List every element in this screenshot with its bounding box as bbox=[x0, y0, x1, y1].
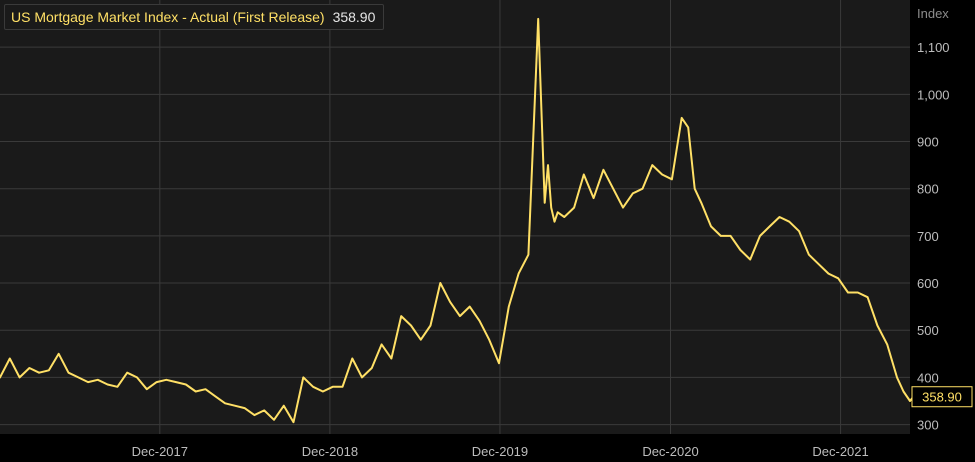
series-line bbox=[0, 17, 915, 424]
x-tick-label: Dec-2019 bbox=[472, 444, 528, 459]
y-tick-label: 800 bbox=[917, 182, 939, 197]
x-tick-label: Dec-2021 bbox=[812, 444, 868, 459]
legend-series-value: 358.90 bbox=[332, 9, 376, 25]
y-tick-label: 900 bbox=[917, 135, 939, 150]
y-tick-label: 300 bbox=[917, 418, 939, 433]
legend-series-name: US Mortgage Market Index - Actual (First… bbox=[11, 9, 325, 25]
x-tick-label: Dec-2018 bbox=[302, 444, 358, 459]
last-value-badge-text: 358.90 bbox=[922, 390, 962, 405]
series-legend: US Mortgage Market Index - Actual (First… bbox=[4, 4, 385, 30]
y-axis: 300 400 500 600 700 800 900 1,000 1,100 bbox=[917, 40, 950, 432]
series-layer bbox=[0, 17, 915, 424]
y-tick-label: 1,100 bbox=[917, 40, 950, 55]
last-value-badge-background bbox=[911, 386, 973, 408]
y-tick-label: 1,000 bbox=[917, 87, 950, 102]
y-tick-label: 700 bbox=[917, 229, 939, 244]
x-axis: Dec-2017 Dec-2018 Dec-2019 Dec-2020 Dec-2021 bbox=[132, 444, 869, 459]
y-tick-label: 500 bbox=[917, 323, 939, 338]
plot-area bbox=[0, 0, 910, 434]
grid bbox=[0, 0, 910, 434]
x-tick-label: Dec-2017 bbox=[132, 444, 188, 459]
y-tick-label: 600 bbox=[917, 276, 939, 291]
last-value-badge: 358.90 bbox=[911, 386, 973, 408]
x-tick-label: Dec-2020 bbox=[642, 444, 698, 459]
y-axis-unit-label: Index bbox=[917, 6, 949, 21]
y-tick-label: 400 bbox=[917, 370, 939, 385]
